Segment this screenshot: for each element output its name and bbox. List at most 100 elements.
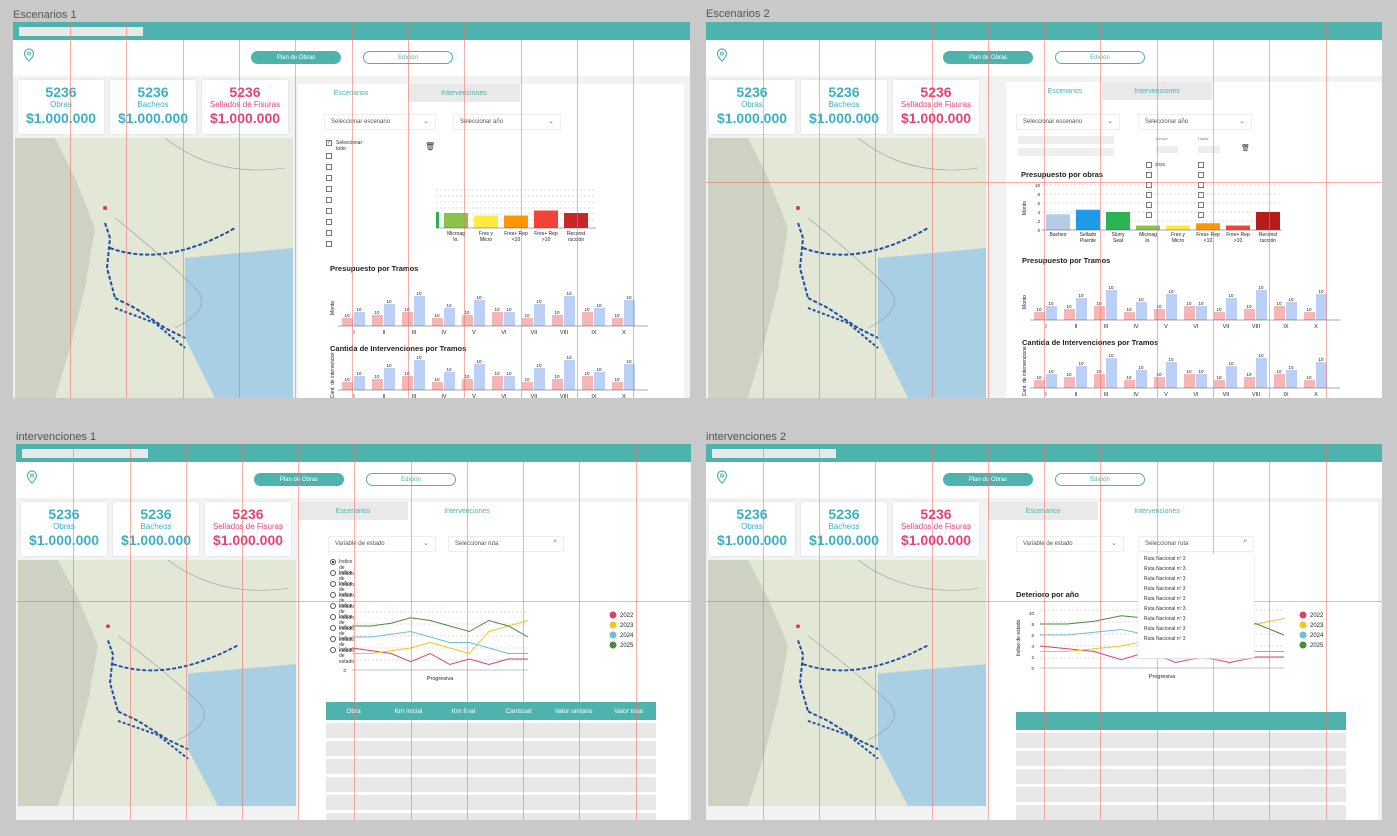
table-row[interactable]	[1016, 805, 1346, 820]
scenario-checkbox[interactable]	[326, 208, 332, 214]
table-header-cell[interactable]: Km final	[451, 707, 476, 715]
data-label: 10	[1216, 307, 1222, 312]
table-header-cell[interactable]: Cantidad	[505, 707, 532, 715]
table-header-cell[interactable]: Valor total	[614, 707, 643, 715]
table-row[interactable]	[326, 777, 656, 792]
scenario-checkbox[interactable]	[326, 241, 332, 247]
map[interactable]	[708, 138, 986, 398]
scenario-checkbox[interactable]	[326, 186, 332, 192]
hasta-field[interactable]	[1198, 146, 1220, 153]
bar	[1226, 225, 1250, 230]
tab-escenarios[interactable]: Escenarios	[333, 89, 369, 97]
tick-label: Fres+ Rep	[1226, 232, 1250, 238]
location-pin-icon[interactable]	[716, 48, 728, 62]
tab-escenarios[interactable]: Escenarios	[988, 502, 1098, 520]
table-row[interactable]	[1016, 769, 1346, 784]
ruta-option[interactable]: Ruta Nacional nº 3	[1144, 606, 1186, 612]
radio-button[interactable]	[330, 559, 336, 565]
scenario-checkbox[interactable]	[326, 175, 332, 181]
radio-button[interactable]	[330, 614, 336, 620]
ruta-option[interactable]: Ruta Nacional nº 3	[1144, 586, 1186, 592]
table-header-cell[interactable]: Obra	[326, 708, 381, 715]
radio-button[interactable]	[330, 625, 336, 631]
filter-field[interactable]	[1018, 148, 1114, 156]
escenario-select[interactable]: Seleccionar escenario ⌄	[1016, 114, 1120, 130]
table-row[interactable]	[326, 813, 656, 820]
card-number: 5236	[232, 506, 264, 522]
bar	[582, 376, 593, 390]
map[interactable]	[18, 560, 296, 806]
deterioro-line-chart-1: 0 Progresiva	[343, 611, 529, 682]
table-row[interactable]	[326, 741, 656, 756]
map[interactable]	[708, 560, 986, 806]
table-row[interactable]	[1016, 787, 1346, 802]
data-label: 10	[1126, 307, 1132, 312]
location-pin-icon[interactable]	[23, 48, 35, 62]
ruta-search[interactable]: Seleccionar ruta ⌕	[1138, 536, 1254, 552]
ruta-option[interactable]: Ruta Nacional nº 3	[1144, 576, 1186, 582]
tramos-budget-chart: Monto 10 10 I 10 10 II 10 10 III 10 10 IV 10 10 V 10 10 VI…	[1022, 285, 1340, 330]
card-label: Obras	[50, 100, 72, 109]
table-header-cell[interactable]: Km inicial	[394, 707, 423, 715]
variable-estado-select[interactable]: Variable de estado ⌄	[1016, 536, 1124, 552]
year-checkbox[interactable]	[1146, 192, 1152, 198]
tab-escenarios[interactable]: Escenarios	[298, 502, 408, 520]
year-checkbox[interactable]	[1146, 172, 1152, 178]
table-row[interactable]	[326, 795, 656, 810]
year-checkbox[interactable]	[1198, 162, 1204, 168]
ruta-search[interactable]: Seleccionar ruta ⌕	[448, 536, 564, 552]
desde-field[interactable]	[1156, 146, 1178, 153]
trash-icon[interactable]: 🗑	[1241, 145, 1250, 152]
year-checkbox[interactable]	[1198, 202, 1204, 208]
map[interactable]	[15, 138, 293, 398]
anio-select[interactable]: Seleccionar año ⌄	[1138, 114, 1252, 130]
table-row[interactable]	[326, 723, 656, 738]
ruta-option[interactable]: Ruta Nacional nº 3	[1144, 556, 1186, 562]
year-checkbox[interactable]	[1146, 212, 1152, 218]
scenario-checkbox[interactable]	[326, 197, 332, 203]
grid-line	[467, 444, 468, 820]
scenario-checkbox[interactable]	[326, 153, 332, 159]
table-row[interactable]	[1016, 751, 1346, 766]
data-label: 10	[1108, 353, 1114, 358]
variable-estado-select[interactable]: Variable de estado ⌄	[328, 536, 436, 552]
ruta-option[interactable]: Ruta Nacional nº 3	[1144, 566, 1186, 572]
tab-panel: Escenarios Intervenciones Seleccionar es…	[298, 84, 684, 398]
radio-button[interactable]	[330, 647, 336, 653]
scenario-checkbox[interactable]	[326, 164, 332, 170]
radio-button[interactable]	[330, 592, 336, 598]
table-header-cell[interactable]: Valor unitario	[554, 707, 593, 715]
select-all-checkbox[interactable]: ✓	[326, 140, 332, 146]
data-label: 10	[1198, 369, 1204, 374]
year-checkbox[interactable]	[1146, 202, 1152, 208]
year-checkbox[interactable]	[1198, 192, 1204, 198]
escenario-select[interactable]: Seleccionar escenario ⌄	[324, 114, 436, 130]
scenario-checkbox[interactable]	[326, 219, 332, 225]
title-placeholder	[22, 449, 148, 458]
filter-field[interactable]	[1018, 136, 1114, 144]
table-row[interactable]	[1016, 733, 1346, 748]
year-checkbox[interactable]	[1146, 162, 1152, 168]
card-label: Sellados de Fisuras	[212, 522, 284, 531]
year-checkbox[interactable]	[1198, 172, 1204, 178]
table-row[interactable]	[326, 759, 656, 774]
ruta-option[interactable]: Ruta Nacional nº 3	[1144, 626, 1186, 632]
anio-select[interactable]: Seleccionar año ⌄	[453, 114, 561, 130]
trash-icon[interactable]: 🗑	[425, 142, 436, 151]
scenario-checkbox[interactable]	[326, 230, 332, 236]
ruta-option[interactable]: Ruta Nacional nº 3	[1144, 596, 1186, 602]
location-pin-icon[interactable]	[26, 470, 38, 484]
radio-button[interactable]	[330, 581, 336, 587]
year-checkbox[interactable]	[1198, 212, 1204, 218]
tab-escenarios[interactable]: Escenarios	[1047, 87, 1083, 95]
ruta-option[interactable]: Ruta Nacional nº 3	[1144, 636, 1186, 642]
data-label: 10	[524, 313, 530, 318]
ruta-option[interactable]: Ruta Nacional nº 3	[1144, 616, 1186, 622]
radio-button[interactable]	[330, 603, 336, 609]
radio-button[interactable]	[330, 636, 336, 642]
radio-button[interactable]	[330, 570, 336, 576]
location-pin-icon[interactable]	[716, 470, 728, 484]
plan-de-obras-button[interactable]: Plan de Obras	[251, 51, 341, 64]
year-label: 2020	[1155, 162, 1166, 167]
plan-de-obras-button[interactable]: Plan de Obras	[254, 473, 344, 486]
